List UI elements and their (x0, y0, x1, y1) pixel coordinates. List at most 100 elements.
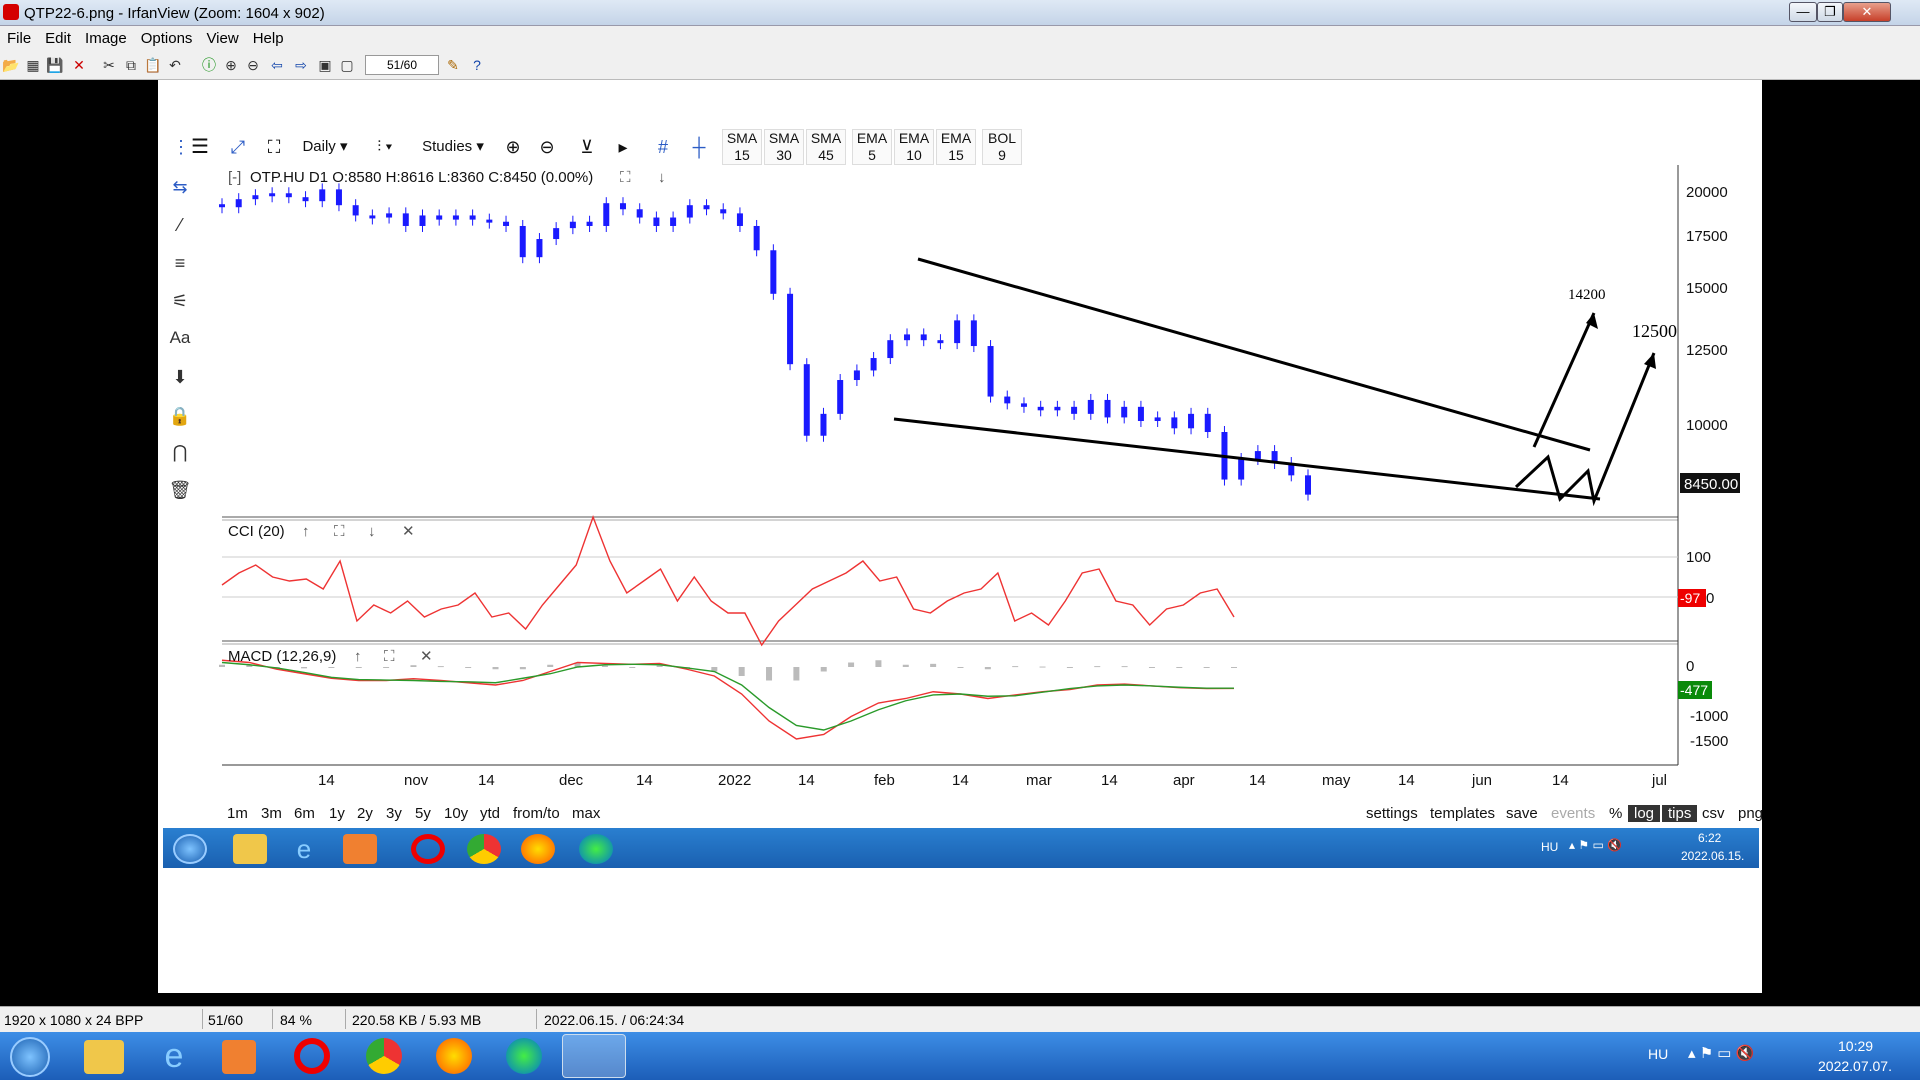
fullscreen-icon[interactable]: ▢ (340, 57, 354, 73)
interval-select[interactable]: Daily ▾ (302, 138, 348, 155)
chrome-icon[interactable] (467, 834, 501, 864)
taskbar-media-icon[interactable] (222, 1040, 256, 1074)
range-6m[interactable]: 6m (294, 805, 315, 822)
minimize-button[interactable]: — (1789, 2, 1817, 22)
fullscreen-chart-icon[interactable]: ⛶ (267, 137, 281, 157)
indicator-sma-45[interactable]: SMA 45 (806, 129, 846, 165)
csv-button[interactable]: csv (1702, 805, 1725, 822)
indicator-sma-30[interactable]: SMA 30 (764, 129, 804, 165)
explorer-icon[interactable] (233, 834, 267, 864)
macd-close-icon[interactable]: ✕ (420, 648, 433, 665)
grid-icon[interactable]: # (657, 137, 668, 157)
media-player-icon[interactable] (343, 834, 377, 864)
zoom-in-chart-icon[interactable]: ⊕ (505, 137, 521, 157)
lock-icon[interactable]: 🔒 (168, 406, 192, 426)
opera-icon[interactable] (411, 834, 445, 864)
studies-select[interactable]: Studies ▾ (422, 138, 484, 155)
menu-view[interactable]: View (206, 30, 239, 47)
save-icon[interactable]: 💾 (46, 57, 64, 73)
text-tool-icon[interactable]: Aa (169, 328, 191, 347)
cut-icon[interactable]: ✂ (103, 57, 115, 73)
templates-button[interactable]: templates (1430, 805, 1496, 822)
start-orb-icon[interactable] (173, 834, 207, 864)
png-button[interactable]: png (1738, 805, 1764, 822)
slideshow-icon[interactable]: ▣ (318, 57, 332, 73)
start-button-icon[interactable] (10, 1037, 50, 1077)
crosshair-icon[interactable]: ┼ (692, 137, 706, 157)
previous-icon[interactable]: ⇦ (271, 57, 283, 73)
hamburger-icon[interactable]: ☰ (191, 136, 209, 158)
panel-down-icon[interactable]: ↓ (658, 169, 666, 186)
indicator-sma-15[interactable]: SMA 15 (722, 129, 762, 165)
ie-icon[interactable]: e (296, 834, 312, 864)
fit-chart-icon[interactable]: ⊻ (580, 137, 594, 157)
firefox-icon[interactable] (521, 834, 555, 864)
events-button[interactable]: events (1551, 805, 1596, 822)
edit-icon[interactable]: ✎ (447, 57, 459, 73)
scroll-arrows-icon[interactable]: ⇆ (172, 177, 188, 197)
range-5y[interactable]: 5y (415, 805, 431, 822)
taskbar-irfanview-icon[interactable] (562, 1034, 626, 1078)
delete-icon[interactable]: ✕ (73, 57, 85, 73)
panel-expand-icon[interactable]: ⛶ (620, 169, 631, 186)
range-from-to[interactable]: from/to (513, 805, 560, 822)
magnet-icon[interactable]: ⋂ (172, 442, 188, 462)
kebab-icon[interactable]: ⋮ (172, 137, 190, 157)
zoom-out-chart-icon[interactable]: ⊖ (539, 137, 555, 157)
chart-type-select[interactable]: ⫶ ▾ (377, 138, 393, 155)
range-10y[interactable]: 10y (444, 805, 469, 822)
tips-button[interactable]: tips (1662, 805, 1698, 822)
menu-file[interactable]: File (7, 30, 32, 47)
scroll-end-icon[interactable]: ▸ (618, 137, 628, 157)
range-max[interactable]: max (572, 805, 601, 822)
indicator-ema-15[interactable]: EMA 15 (936, 129, 976, 165)
cci-down-icon[interactable]: ↓ (368, 523, 376, 540)
collapse-icon[interactable]: [-] (228, 169, 241, 186)
hlines-tool-icon[interactable]: ≡ (174, 253, 186, 273)
taskbar-opera-icon[interactable] (294, 1038, 330, 1074)
range-3y[interactable]: 3y (386, 805, 402, 822)
range-3m[interactable]: 3m (261, 805, 282, 822)
macd-expand-icon[interactable]: ⛶ (384, 648, 395, 665)
download-icon[interactable]: ⬇ (172, 367, 188, 387)
range-ytd[interactable]: ytd (480, 805, 501, 822)
thumbnails-icon[interactable]: ▦ (26, 57, 40, 73)
indicator-bol-9[interactable]: BOL 9 (982, 129, 1022, 165)
save-chart-button[interactable]: save (1506, 805, 1538, 822)
next-icon[interactable]: ⇨ (295, 57, 307, 73)
open-folder-icon[interactable]: 📂 (2, 57, 20, 73)
trash-icon[interactable]: 🗑 (168, 480, 192, 500)
cci-up-icon[interactable]: ↑ (302, 523, 310, 540)
pattern-tool-icon[interactable]: ⚟ (171, 291, 189, 311)
help-icon[interactable]: ? (473, 57, 481, 73)
close-button[interactable]: ✕ (1843, 2, 1891, 22)
paste-icon[interactable]: 📋 (144, 57, 162, 73)
macd-up-icon[interactable]: ↑ (354, 648, 362, 665)
copy-icon[interactable]: ⧉ (126, 57, 136, 73)
info-icon[interactable]: ⓘ (202, 57, 216, 73)
taskbar-edge-icon[interactable] (506, 1038, 542, 1074)
menu-image[interactable]: Image (85, 30, 127, 47)
cci-close-icon[interactable]: ✕ (402, 523, 415, 540)
expand-icon[interactable]: ⤢ (230, 137, 246, 157)
range-1y[interactable]: 1y (329, 805, 345, 822)
indicator-ema-5[interactable]: EMA 5 (852, 129, 892, 165)
menu-options[interactable]: Options (140, 30, 193, 47)
edge-icon[interactable] (579, 834, 613, 864)
maximize-button[interactable]: ❐ (1817, 2, 1843, 22)
log-button[interactable]: log (1628, 805, 1661, 822)
range-2y[interactable]: 2y (357, 805, 373, 822)
taskbar-chrome-icon[interactable] (366, 1038, 402, 1074)
menu-help[interactable]: Help (252, 30, 284, 47)
percent-button[interactable]: % (1609, 805, 1623, 822)
settings-button[interactable]: settings (1366, 805, 1418, 822)
zoom-out-icon[interactable]: ⊖ (247, 57, 259, 73)
line-tool-icon[interactable]: ⁄ (178, 215, 182, 235)
undo-icon[interactable]: ↶ (169, 57, 181, 73)
taskbar-explorer-icon[interactable] (84, 1040, 124, 1074)
indicator-ema-10[interactable]: EMA 10 (894, 129, 934, 165)
menu-edit[interactable]: Edit (45, 30, 72, 47)
zoom-in-icon[interactable]: ⊕ (225, 57, 237, 73)
cci-expand-icon[interactable]: ⛶ (334, 523, 345, 540)
taskbar-ie-icon[interactable]: e (164, 1037, 184, 1075)
